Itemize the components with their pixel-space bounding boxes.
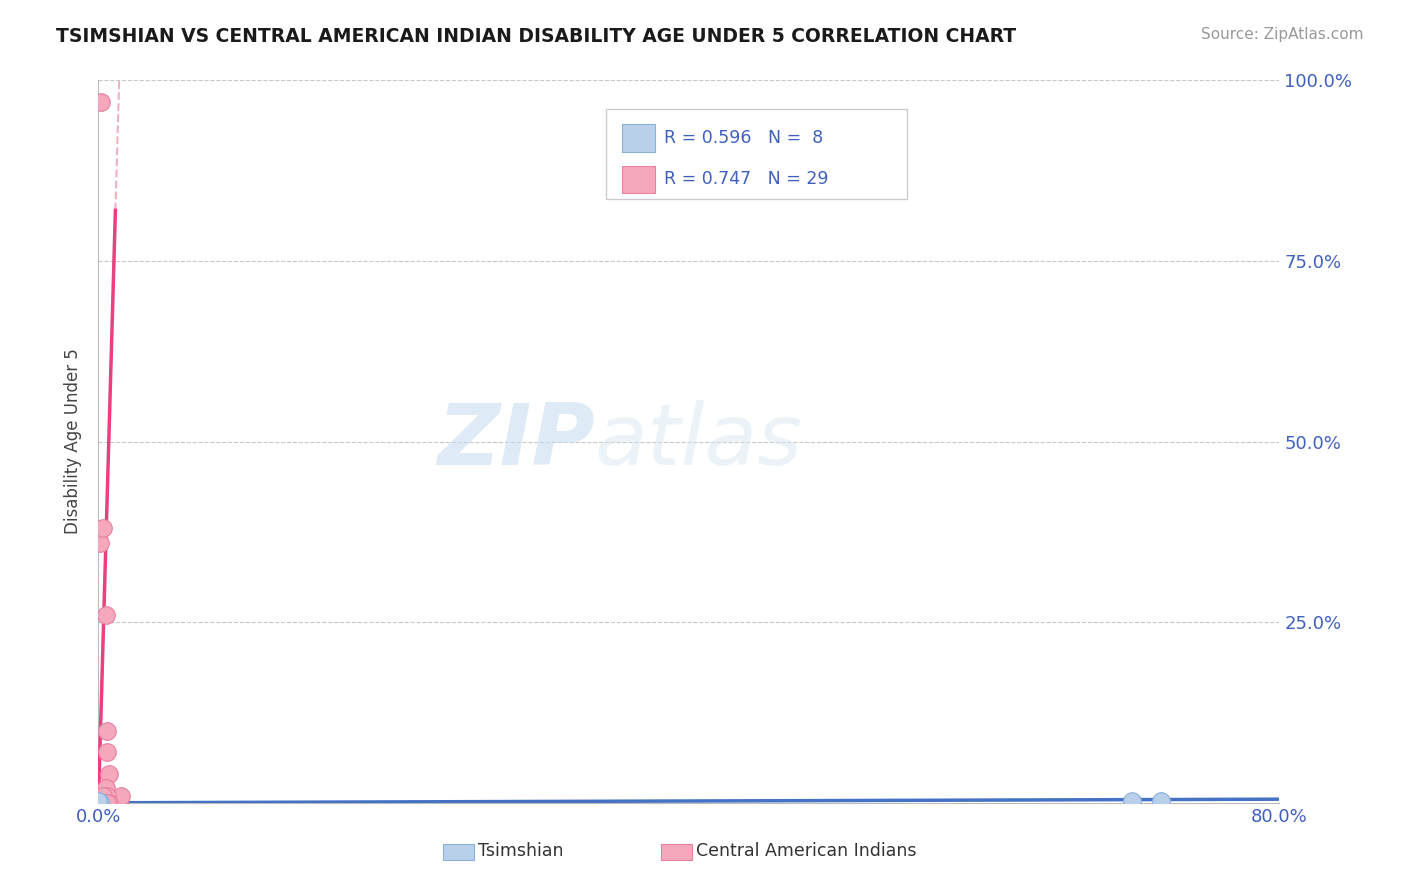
Point bbox=[87, 795, 110, 809]
Point bbox=[96, 723, 118, 738]
Point bbox=[87, 794, 110, 808]
Point bbox=[103, 796, 125, 810]
Bar bbox=[621, 166, 655, 194]
Point bbox=[96, 789, 118, 803]
Point bbox=[90, 95, 112, 109]
Text: atlas: atlas bbox=[595, 400, 803, 483]
Point bbox=[110, 789, 132, 803]
Point bbox=[97, 796, 120, 810]
Point bbox=[94, 796, 117, 810]
Point bbox=[108, 796, 131, 810]
FancyBboxPatch shape bbox=[606, 109, 907, 200]
Y-axis label: Disability Age Under 5: Disability Age Under 5 bbox=[65, 349, 83, 534]
Point bbox=[89, 535, 111, 549]
Point bbox=[93, 796, 115, 810]
Point bbox=[91, 521, 114, 535]
Point bbox=[89, 796, 111, 810]
Bar bbox=[621, 125, 655, 152]
Point bbox=[100, 796, 122, 810]
Point bbox=[1150, 794, 1173, 808]
Point bbox=[91, 789, 114, 803]
Point bbox=[91, 796, 114, 810]
Point bbox=[94, 781, 117, 796]
Point bbox=[105, 796, 128, 810]
Point bbox=[104, 796, 127, 810]
Point bbox=[93, 796, 115, 810]
Point bbox=[87, 796, 110, 810]
Text: R = 0.747   N = 29: R = 0.747 N = 29 bbox=[664, 170, 828, 188]
Point bbox=[1121, 794, 1143, 808]
Text: Source: ZipAtlas.com: Source: ZipAtlas.com bbox=[1201, 27, 1364, 42]
Point bbox=[97, 796, 120, 810]
Point bbox=[96, 745, 118, 759]
Text: ZIP: ZIP bbox=[437, 400, 595, 483]
Point bbox=[89, 795, 111, 809]
Text: TSIMSHIAN VS CENTRAL AMERICAN INDIAN DISABILITY AGE UNDER 5 CORRELATION CHART: TSIMSHIAN VS CENTRAL AMERICAN INDIAN DIS… bbox=[56, 27, 1017, 45]
Point bbox=[93, 796, 115, 810]
Point bbox=[98, 796, 121, 810]
Point bbox=[93, 796, 115, 810]
Point bbox=[87, 796, 110, 810]
Point bbox=[94, 607, 117, 622]
Point bbox=[107, 796, 129, 810]
Point bbox=[97, 767, 120, 781]
Text: Central American Indians: Central American Indians bbox=[696, 842, 917, 860]
Point bbox=[90, 796, 112, 810]
Text: Tsimshian: Tsimshian bbox=[478, 842, 564, 860]
Point bbox=[96, 796, 118, 810]
Point bbox=[94, 796, 117, 810]
Text: R = 0.596   N =  8: R = 0.596 N = 8 bbox=[664, 128, 824, 146]
